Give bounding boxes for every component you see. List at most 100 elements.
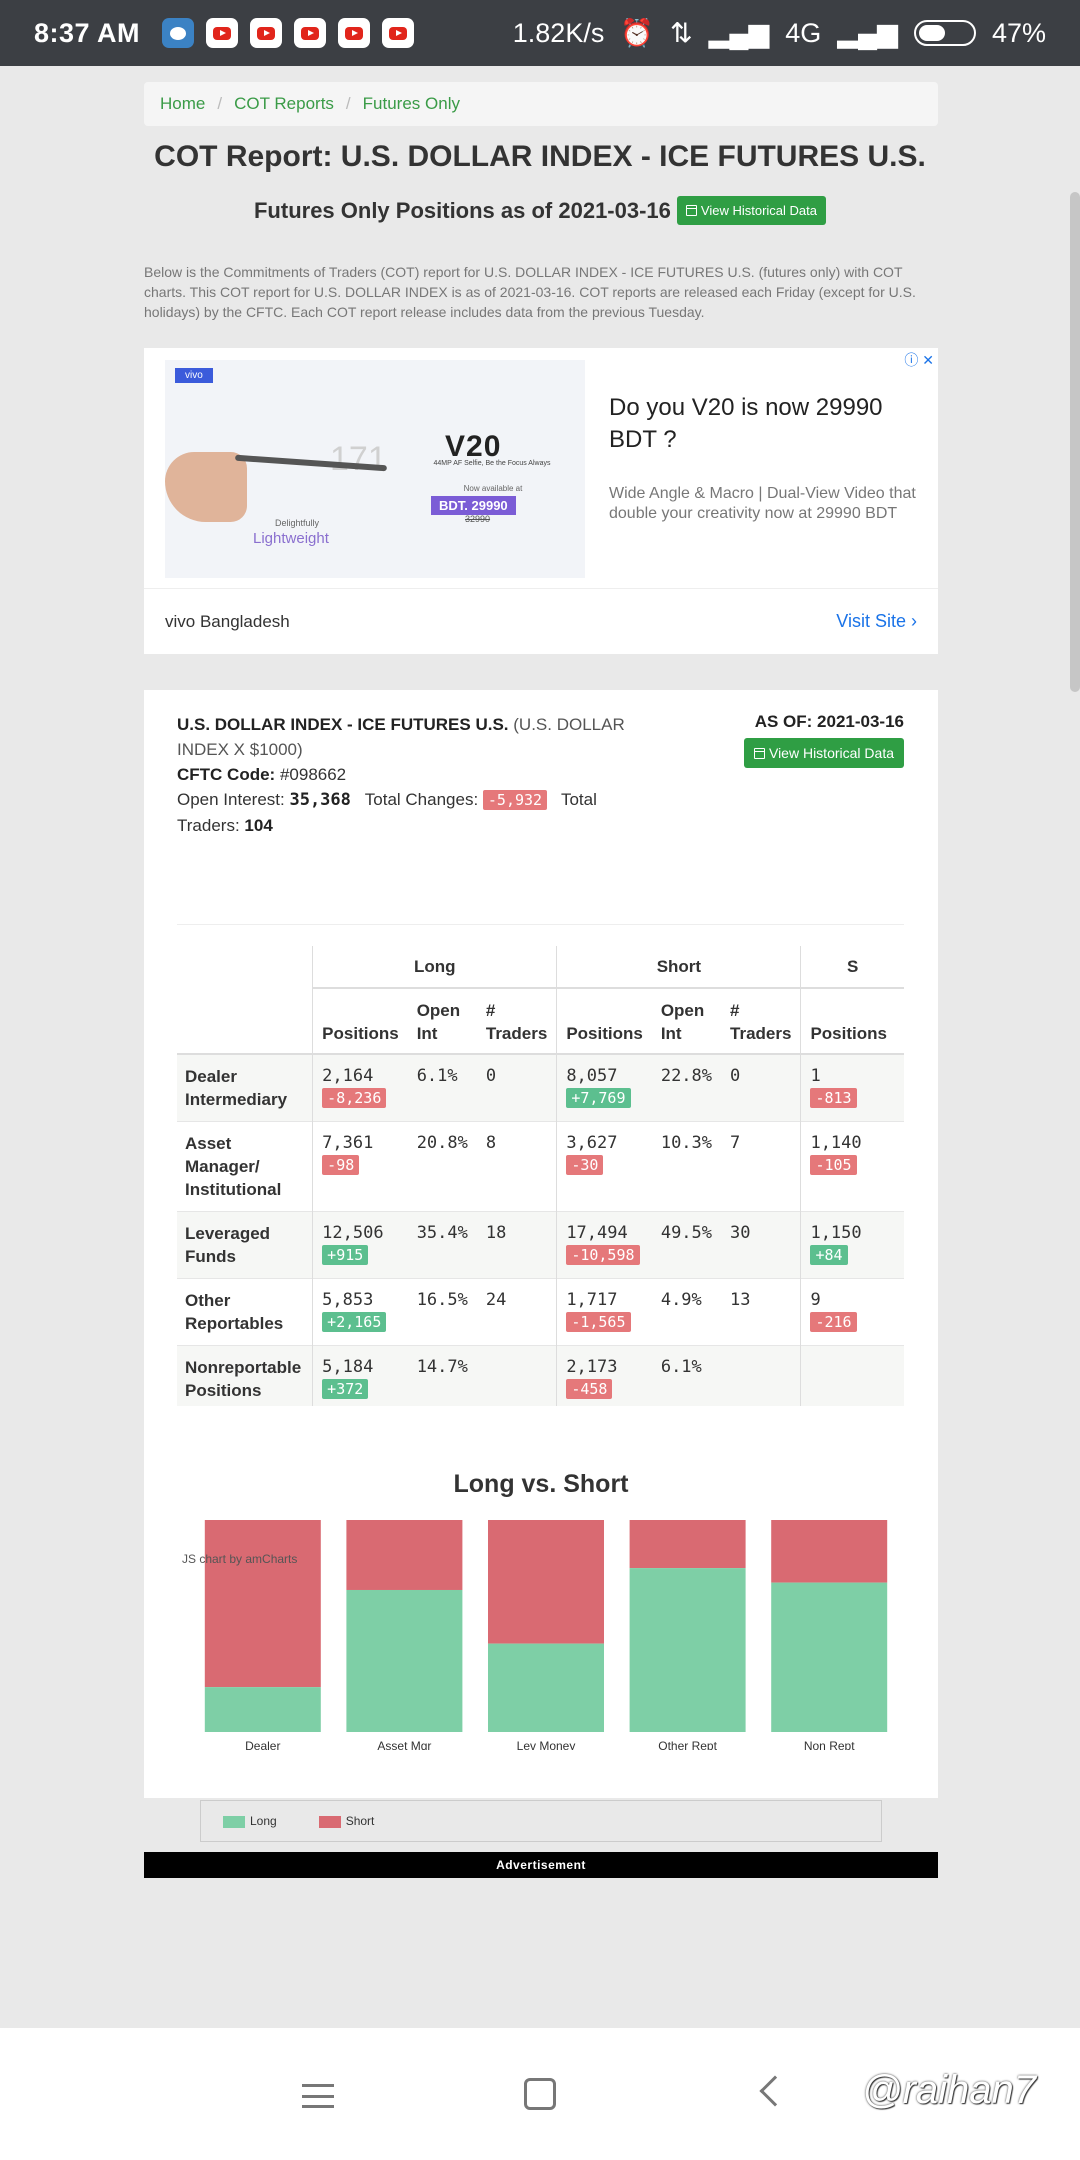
open-interest: 35,368 (289, 790, 351, 810)
ad-footer: vivo Bangladesh Visit Site › (144, 588, 938, 654)
change-badge: +2,165 (322, 1312, 387, 1332)
page-subtitle: Futures Only Positions as of 2021-03-16 (253, 197, 671, 223)
subtitle-row: Futures Only Positions as of 2021-03-16 … (0, 196, 1080, 225)
row-label: Nonreportable Positions (185, 1358, 302, 1400)
bar-long-3[interactable] (629, 1568, 746, 1732)
home-icon[interactable] (524, 2078, 556, 2110)
bar-long-4[interactable] (771, 1582, 888, 1732)
bar-short-1[interactable] (346, 1520, 463, 1590)
table-row: Dealer Intermediary 2,164 -8,236 6.1% 0 8,057… (177, 1054, 904, 1122)
breadcrumb-cot-reports[interactable]: COT Reports (234, 94, 334, 113)
hand-image (165, 452, 247, 522)
chart-credit[interactable]: JS chart by amCharts (182, 1552, 298, 1566)
ad-description: Wide Angle & Macro | Dual-View Video tha… (609, 485, 916, 522)
status-bar: 8:37 AM 1.82K/s ⏰ ⇅ ▂▄▆ 4G ▂▄▆ 47% (0, 0, 1080, 66)
advertisement-label: Advertisement (144, 1852, 938, 1878)
legend-short[interactable]: Short (318, 1814, 374, 1828)
page-title: COT Report: U.S. DOLLAR INDEX - ICE FUTU… (154, 140, 926, 173)
group-long: Long (312, 946, 557, 989)
change-badge: +372 (322, 1379, 369, 1399)
change-badge: +915 (322, 1245, 369, 1265)
table-row: Nonreportable Positions 5,184 +372 14.7% 2,1… (177, 1345, 904, 1406)
category-label: Lev Money (517, 1739, 576, 1750)
battery-icon (913, 20, 976, 46)
change-badge: -98 (322, 1155, 360, 1175)
table-row: Asset Manager/ Institutional 7,361 -98 20.8… (177, 1121, 904, 1212)
intro-text: Below is the Commitments of Traders (COT… (144, 264, 916, 320)
data-transfer-icon: ⇅ (669, 17, 693, 48)
ad-headline[interactable]: Do you V20 is now 29990 BDT ? (609, 394, 883, 453)
bar-long-0[interactable] (204, 1687, 321, 1732)
category-label: Asset Mgr (377, 1739, 431, 1750)
bar-short-3[interactable] (629, 1520, 746, 1569)
report-card: U.S. DOLLAR INDEX - ICE FUTURES U.S. (U.… (144, 690, 938, 1842)
change-badge: -216 (810, 1312, 857, 1332)
total-traders: 104 (244, 816, 273, 835)
youtube-icon (294, 18, 327, 48)
market-name: U.S. DOLLAR INDEX - ICE FUTURES U.S. (177, 715, 509, 734)
category-label: Other Rept (658, 1739, 717, 1750)
row-label: Other Reportables (185, 1291, 284, 1333)
youtube-icon (206, 18, 239, 48)
category-label: Dealer (245, 1739, 280, 1750)
signal-icon: ▂▄▆ (837, 17, 898, 48)
bar-long-1[interactable] (346, 1589, 463, 1732)
change-badge: +84 (810, 1245, 848, 1265)
bar-short-2[interactable] (488, 1520, 604, 1644)
youtube-icon (250, 18, 283, 48)
navigation-bar: @raihan7 (0, 2028, 1080, 2160)
change-badge: +7,769 (566, 1088, 631, 1108)
youtube-icon (382, 18, 415, 48)
legend-long[interactable]: Long (223, 1814, 277, 1828)
row-label: Asset Manager/ Institutional (185, 1134, 282, 1199)
group-short: Short (556, 946, 801, 989)
group-spreading: S (800, 946, 904, 989)
cftc-code: #098662 (279, 765, 347, 784)
total-changes-badge: -5,932 (482, 790, 548, 810)
change-badge: -1,565 (566, 1312, 631, 1332)
breadcrumb-home[interactable]: Home (160, 94, 206, 113)
advertisement[interactable]: vivo 171 V20 44MP AF Selfie, Be the Focu… (144, 348, 938, 654)
watermark: @raihan7 (862, 2068, 1037, 2112)
visit-site-link[interactable]: Visit Site › (836, 611, 917, 631)
row-label: Leveraged Funds (185, 1224, 271, 1266)
notification-icons (162, 18, 415, 48)
as-of-date: AS OF: 2021-03-16 (754, 712, 904, 731)
bar-short-4[interactable] (771, 1520, 888, 1583)
change-badge: -10,598 (566, 1245, 640, 1265)
positions-table[interactable]: Long Short S Positions Open Int # Trader… (177, 946, 904, 1406)
bar-long-2[interactable] (488, 1643, 604, 1732)
market-unit: (U.S. DOLLAR INDEX X $1000) (177, 715, 625, 759)
breadcrumb: Home / COT Reports / Futures Only (144, 82, 938, 126)
change-badge: -813 (810, 1088, 857, 1108)
chart-legend: Long Short (200, 1800, 882, 1842)
change-badge: -8,236 (322, 1088, 387, 1108)
ad-image[interactable]: vivo 171 V20 44MP AF Selfie, Be the Focu… (165, 360, 585, 578)
table-row: Leveraged Funds 12,506 +915 35.4% 18 17,494 -1… (177, 1211, 904, 1279)
menu-icon[interactable] (302, 2084, 334, 2108)
scrollbar[interactable] (1070, 192, 1080, 692)
youtube-icon (338, 18, 371, 48)
calendar-icon (685, 205, 697, 216)
message-icon (162, 18, 195, 48)
status-time: 8:37 AM (34, 17, 141, 48)
view-historical-button[interactable]: View Historical Data (676, 196, 826, 225)
page: Home / COT Reports / Futures Only COT Re… (0, 66, 1080, 2028)
view-historical-label: View Historical Data (700, 203, 817, 218)
vivo-logo: vivo (175, 368, 213, 383)
ad-close-icon[interactable]: ⓘ ✕ (904, 352, 934, 368)
change-badge: -105 (810, 1155, 857, 1175)
alarm-icon: ⏰ (620, 18, 654, 48)
long-vs-short-chart[interactable]: Dealer Asset Mgr Lev Money Other Rept Non Re… (144, 1510, 938, 1750)
breadcrumb-futures-only[interactable]: Futures Only (362, 94, 460, 113)
calendar-icon (753, 747, 765, 759)
view-historical-button[interactable]: View Historical Data (743, 738, 904, 768)
network-speed: 1.82K/s (512, 17, 605, 48)
change-badge: -30 (566, 1155, 604, 1175)
back-icon[interactable] (759, 2075, 791, 2107)
signal-icon: ▂▄▆ (708, 17, 770, 48)
chart-title: Long vs. Short (453, 1470, 629, 1498)
bar-short-0[interactable] (204, 1520, 321, 1688)
change-badge: -458 (566, 1379, 613, 1399)
network-type: 4G (785, 17, 822, 48)
